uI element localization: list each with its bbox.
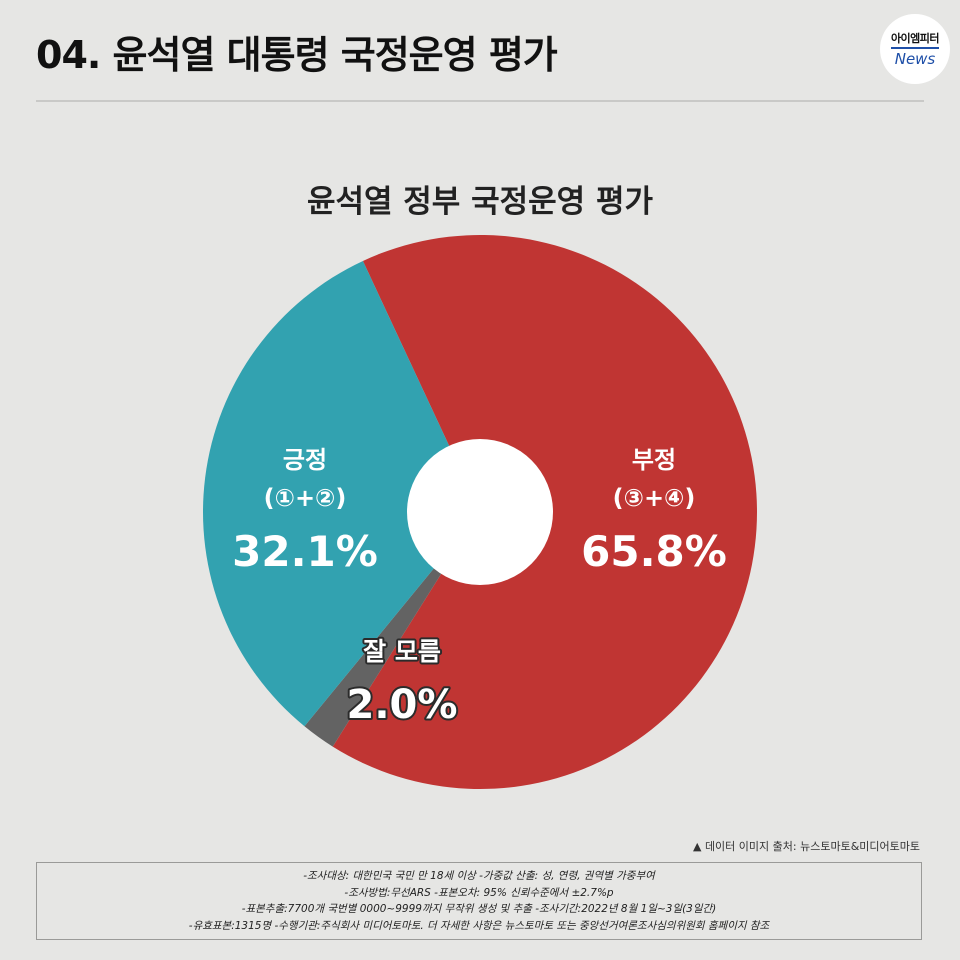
slice-label-name: 부정 <box>632 446 676 474</box>
survey-note-line: -조사방법:무선ARS -표본오차: 95% 신뢰수준에서 ±2.7%p <box>344 886 614 899</box>
news-logo: 아이엠피터 News <box>880 14 950 84</box>
survey-note-line: -유효표본:1315명 -수행기관:주식회사 미디어토마토. 더 자세한 사항은… <box>188 919 770 932</box>
logo-wordmark: 아이엠피터 <box>890 30 940 49</box>
page-title: 04. 윤석열 대통령 국정운영 평가 <box>36 33 558 77</box>
header-divider <box>36 100 924 102</box>
slice-label-value: 32.1% <box>232 527 378 576</box>
slice-label-value: 65.8% <box>581 527 727 576</box>
slice-label-name: 잘 모름 <box>363 637 441 666</box>
pie-slice <box>203 260 481 727</box>
chart-title: 윤석열 정부 국정운영 평가 <box>307 184 654 220</box>
pie-slice <box>304 512 480 747</box>
survey-note-line: -조사대상: 대한민국 국민 만 18세 이상 -가중값 산출: 성, 연령, … <box>303 870 655 882</box>
data-source-note: ▲ 데이터 이미지 출처: 뉴스토마토&미디어토마토 <box>692 840 920 853</box>
survey-notes-box: -조사대상: 대한민국 국민 만 18세 이상 -가중값 산출: 성, 연령, … <box>36 862 922 940</box>
slice-label-sub: (①+②) <box>264 484 347 512</box>
survey-note-line: -표본추출:7700개 국번별 0000~9999까지 무작위 생성 및 추출 … <box>241 903 717 916</box>
slice-label-sub: (③+④) <box>613 484 696 512</box>
slice-label-value: 2.0% <box>347 682 458 728</box>
logo-news-text: News <box>894 50 936 68</box>
slice-label-name: 긍정 <box>283 446 327 474</box>
slice-labels: 부정 (③+④) 65.8% 잘 모름 2.0% 긍정 (①+②) 32.1% <box>232 446 727 730</box>
donut-hole <box>407 439 553 585</box>
